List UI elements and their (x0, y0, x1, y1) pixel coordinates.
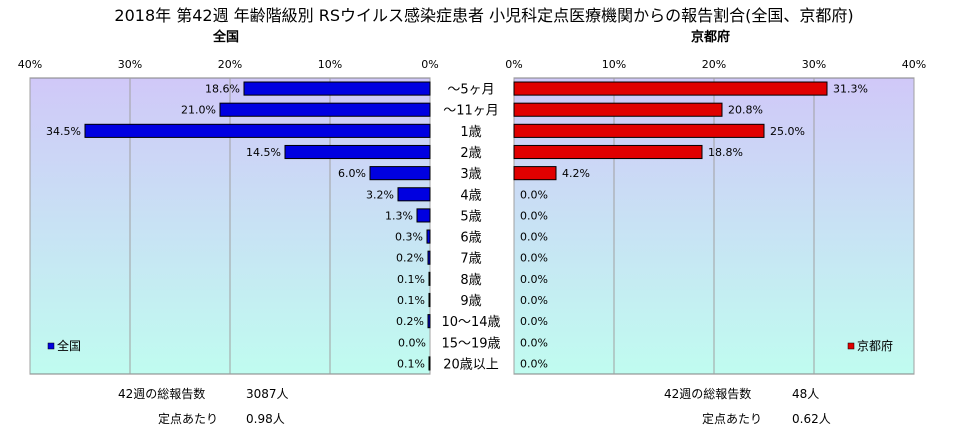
national-value-label: 0.1% (397, 273, 425, 286)
kyoto-value-label: 0.0% (520, 188, 548, 201)
national-tick-label: 0% (421, 58, 438, 71)
national-bar (369, 166, 431, 181)
chart-title: 2018年 第42週 年齢階級別 RSウイルス感染症患者 小児科定点医療機関から… (114, 6, 854, 25)
national-bar (84, 123, 431, 138)
age-category-label: 7歳 (460, 252, 481, 267)
kyoto-tick-label: 40% (902, 58, 926, 71)
age-category-label: 9歳 (460, 294, 481, 309)
national-tick-label: 40% (18, 58, 42, 71)
kyoto-value-label: 0.0% (520, 231, 548, 244)
national-bar (428, 356, 431, 371)
kyoto-value-label: 18.8% (708, 146, 743, 159)
national-tick-label: 20% (218, 58, 242, 71)
national-bar (284, 144, 431, 160)
national-legend-swatch (47, 342, 55, 350)
kyoto-value-label: 4.2% (562, 167, 590, 180)
national-value-label: 0.3% (395, 231, 423, 244)
national-bar (397, 187, 431, 202)
kyoto-value-label: 31.3% (833, 83, 868, 96)
kyoto-subtitle: 京都府 (691, 30, 731, 45)
age-category-label: 4歳 (460, 188, 481, 203)
kyoto-value-label: 0.0% (520, 294, 548, 307)
national-value-label: 14.5% (246, 146, 281, 159)
kyoto-legend-label: 京都府 (857, 338, 893, 353)
national-value-label: 6.0% (338, 167, 366, 180)
national-subtitle: 全国 (213, 30, 240, 45)
age-category-label: 2歳 (460, 146, 481, 161)
kyoto-value-label: 0.0% (520, 336, 548, 349)
age-category-label: 8歳 (460, 273, 481, 288)
national-bar (428, 271, 431, 286)
age-category-label: 6歳 (460, 231, 481, 246)
national-value-label: 0.2% (396, 315, 424, 328)
kyoto-value-label: 25.0% (770, 125, 805, 138)
kyoto-bar (513, 166, 557, 181)
kyoto-value-label: 0.0% (520, 209, 548, 222)
national-bar (416, 208, 431, 223)
national-value-label: 18.6% (205, 83, 240, 96)
age-category-label: 15～19歳 (441, 336, 500, 351)
national-value-label: 34.5% (46, 125, 81, 138)
national-legend-label: 全国 (57, 338, 81, 353)
national-per-value: 0.98人 (246, 412, 285, 426)
national-value-label: 3.2% (366, 188, 394, 201)
kyoto-legend-swatch (847, 342, 855, 350)
age-category-label: 5歳 (460, 209, 481, 224)
age-category-label: ～11ヶ月 (443, 104, 499, 119)
national-bar (243, 81, 431, 96)
kyoto-value-label: 0.0% (520, 252, 548, 265)
kyoto-value-label: 20.8% (728, 104, 763, 117)
kyoto-per-label: 定点あたり (702, 412, 763, 426)
kyoto-value-label: 0.0% (520, 315, 548, 328)
national-value-label: 0.1% (397, 294, 425, 307)
national-value-label: 0.0% (398, 336, 426, 349)
kyoto-tick-label: 20% (702, 58, 726, 71)
national-bar (426, 229, 431, 244)
national-per-label: 定点あたり (158, 412, 219, 426)
age-category-label: 10～14歳 (441, 315, 500, 330)
kyoto-tick-label: 0% (505, 58, 522, 71)
national-bar (219, 102, 431, 117)
kyoto-tick-label: 30% (802, 58, 826, 71)
kyoto-bar (513, 144, 703, 160)
age-category-label: 1歳 (460, 125, 481, 140)
kyoto-per-value: 0.62人 (792, 412, 831, 426)
national-bar (428, 292, 431, 308)
kyoto-value-label: 0.0% (520, 273, 548, 286)
national-value-label: 0.1% (397, 357, 425, 370)
national-bar (427, 250, 431, 265)
national-tick-label: 30% (118, 58, 142, 71)
kyoto-bar (513, 123, 765, 138)
age-category-labels: ～5ヶ月 ～11ヶ月 1歳 2歳 3歳 4歳 5歳 6歳 7歳 8歳 9歳 10～14歳 15～19歳 2… (441, 83, 500, 373)
national-value-label: 0.2% (396, 252, 424, 265)
kyoto-panel: 0% 10% 20% 30% 40% 31.3% 20.8% 25.0% 18.8% 4.2% 0.… (505, 58, 926, 375)
kyoto-bar (513, 102, 723, 117)
national-value-label: 21.0% (181, 104, 216, 117)
age-category-label: ～5ヶ月 (447, 83, 494, 98)
kyoto-bar (513, 81, 828, 96)
national-tick-label: 10% (318, 58, 342, 71)
kyoto-tick-label: 10% (602, 58, 626, 71)
national-panel: 40% 30% 20% 10% 0% 18.6% 21.0% 34.5% 14.5% 6.0%3.… (18, 58, 439, 375)
age-category-label: 3歳 (460, 167, 481, 182)
kyoto-value-label: 0.0% (520, 357, 548, 370)
national-bar (427, 314, 431, 329)
national-total-label: 42週の総報告数 (118, 387, 206, 401)
age-category-label: 20歳以上 (443, 357, 499, 372)
national-value-label: 1.3% (385, 209, 413, 222)
kyoto-total-value: 48人 (792, 387, 820, 401)
kyoto-total-label: 42週の総報告数 (664, 387, 752, 401)
national-total-value: 3087人 (246, 387, 289, 401)
